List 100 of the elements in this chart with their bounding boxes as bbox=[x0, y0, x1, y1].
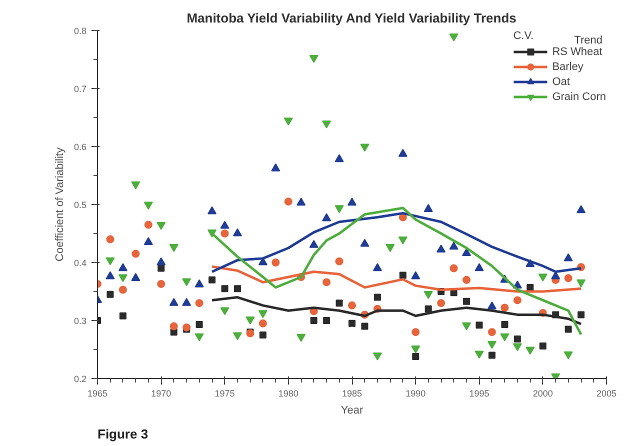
point bbox=[462, 322, 472, 330]
y-axis-title: Coefficient of Variability bbox=[54, 147, 66, 262]
point bbox=[437, 299, 446, 308]
point bbox=[106, 235, 114, 244]
point bbox=[322, 213, 332, 222]
point bbox=[310, 317, 318, 324]
y-tick-label: 0.8 bbox=[74, 26, 87, 36]
point bbox=[182, 298, 192, 306]
point bbox=[476, 322, 483, 329]
point bbox=[208, 276, 216, 284]
point bbox=[169, 298, 178, 306]
point bbox=[513, 296, 522, 304]
point bbox=[246, 316, 255, 324]
point bbox=[335, 257, 344, 266]
point bbox=[348, 301, 356, 310]
point bbox=[564, 274, 572, 282]
x-tick-label: 1975 bbox=[214, 388, 235, 398]
point bbox=[424, 305, 432, 312]
legend-label: Barley bbox=[552, 60, 584, 74]
point bbox=[374, 294, 381, 301]
y-tick-label: 0.4 bbox=[74, 258, 87, 268]
point bbox=[576, 279, 586, 288]
point bbox=[322, 278, 331, 286]
x-tick-label: 1970 bbox=[151, 388, 172, 398]
x-tick-label: 1965 bbox=[87, 388, 108, 398]
point bbox=[220, 220, 230, 229]
point bbox=[234, 285, 241, 292]
point bbox=[487, 340, 496, 349]
point bbox=[232, 228, 242, 236]
point bbox=[144, 237, 153, 246]
point bbox=[411, 271, 420, 280]
point bbox=[526, 284, 534, 291]
point bbox=[119, 312, 126, 320]
point bbox=[474, 263, 484, 272]
point bbox=[399, 272, 406, 279]
point bbox=[361, 322, 368, 330]
point bbox=[449, 242, 458, 250]
point bbox=[221, 285, 228, 292]
point bbox=[271, 163, 280, 172]
point bbox=[412, 328, 420, 336]
point bbox=[514, 336, 521, 343]
y-tick-label: 0.5 bbox=[74, 200, 87, 210]
point bbox=[259, 332, 266, 338]
point bbox=[170, 322, 178, 330]
point bbox=[462, 248, 472, 256]
line-series bbox=[210, 296, 582, 326]
point bbox=[182, 278, 192, 286]
point bbox=[500, 333, 510, 342]
x-axis-title: Year bbox=[340, 404, 364, 416]
point bbox=[208, 206, 217, 214]
annotation: Trend bbox=[574, 34, 602, 46]
point bbox=[157, 280, 166, 288]
point bbox=[309, 240, 318, 248]
legend-label: RS Wheat bbox=[552, 44, 602, 59]
point bbox=[220, 307, 230, 316]
x-tick-label: 2000 bbox=[532, 388, 553, 398]
x-tick-label: 2005 bbox=[596, 388, 617, 398]
point bbox=[348, 320, 356, 327]
point bbox=[195, 299, 204, 308]
point bbox=[360, 238, 370, 247]
point bbox=[348, 198, 356, 206]
point bbox=[131, 273, 140, 281]
point bbox=[372, 263, 382, 272]
point bbox=[578, 311, 585, 318]
point bbox=[488, 328, 496, 336]
point bbox=[564, 253, 573, 262]
point bbox=[272, 258, 280, 266]
point bbox=[336, 300, 343, 307]
point bbox=[539, 342, 546, 350]
point bbox=[156, 257, 166, 266]
point bbox=[512, 343, 522, 352]
point bbox=[182, 323, 191, 332]
point bbox=[500, 304, 509, 312]
point bbox=[474, 350, 484, 359]
caption: Figure 3 bbox=[98, 426, 148, 442]
point bbox=[411, 346, 420, 354]
point bbox=[296, 334, 306, 342]
x-tick-label: 1985 bbox=[342, 388, 362, 398]
x-tick-label: 1990 bbox=[406, 388, 426, 398]
point bbox=[412, 352, 420, 360]
point bbox=[372, 352, 382, 360]
point bbox=[564, 351, 573, 360]
point bbox=[194, 279, 204, 288]
point bbox=[132, 250, 140, 258]
y-tick-label: 0.6 bbox=[74, 142, 87, 152]
point bbox=[398, 148, 408, 157]
y-tick-label: 0.3 bbox=[74, 316, 87, 326]
y-tick-label: 0.2 bbox=[74, 374, 87, 384]
point bbox=[258, 310, 268, 318]
y-tick-label: 0.7 bbox=[74, 84, 87, 94]
point bbox=[323, 317, 330, 324]
point bbox=[144, 220, 152, 229]
point bbox=[526, 346, 535, 355]
point bbox=[463, 298, 470, 305]
point bbox=[564, 326, 572, 333]
point bbox=[436, 244, 446, 253]
point bbox=[424, 204, 433, 212]
point bbox=[576, 205, 586, 214]
point bbox=[258, 319, 267, 328]
point bbox=[296, 198, 306, 206]
